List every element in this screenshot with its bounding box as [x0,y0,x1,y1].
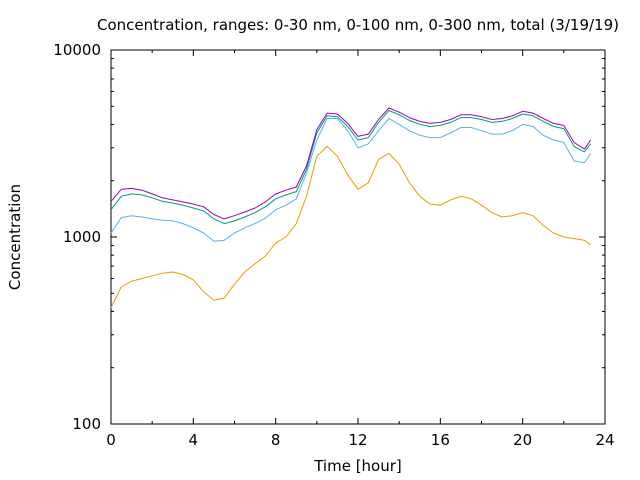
x-tick-label: 12 [348,431,367,449]
series-lines [110,107,592,308]
chart-title: Concentration, ranges: 0-30 nm, 0-100 nm… [97,16,619,34]
x-tick-label: 16 [431,431,450,449]
axis-ticks: 0 4 8 12 16 20 24 100 1000 10000 [53,41,614,449]
x-tick-label: 4 [189,431,199,449]
x-tick-label: 0 [106,431,116,449]
series-line-1 [110,145,591,308]
x-tick-label: 24 [595,431,614,449]
x-axis-label: Time [hour] [313,457,402,475]
series-line-3 [110,110,591,225]
y-axis-label: Concentration [6,184,24,290]
y-tick-label: 10000 [53,41,101,59]
y-tick-label: 1000 [63,228,101,246]
plot-frame [110,49,606,425]
x-tick-label: 20 [513,431,532,449]
series-line-4 [110,107,592,220]
x-tick-label: 8 [271,431,281,449]
y-tick-label: 100 [72,415,101,433]
series-line-2 [110,118,592,242]
